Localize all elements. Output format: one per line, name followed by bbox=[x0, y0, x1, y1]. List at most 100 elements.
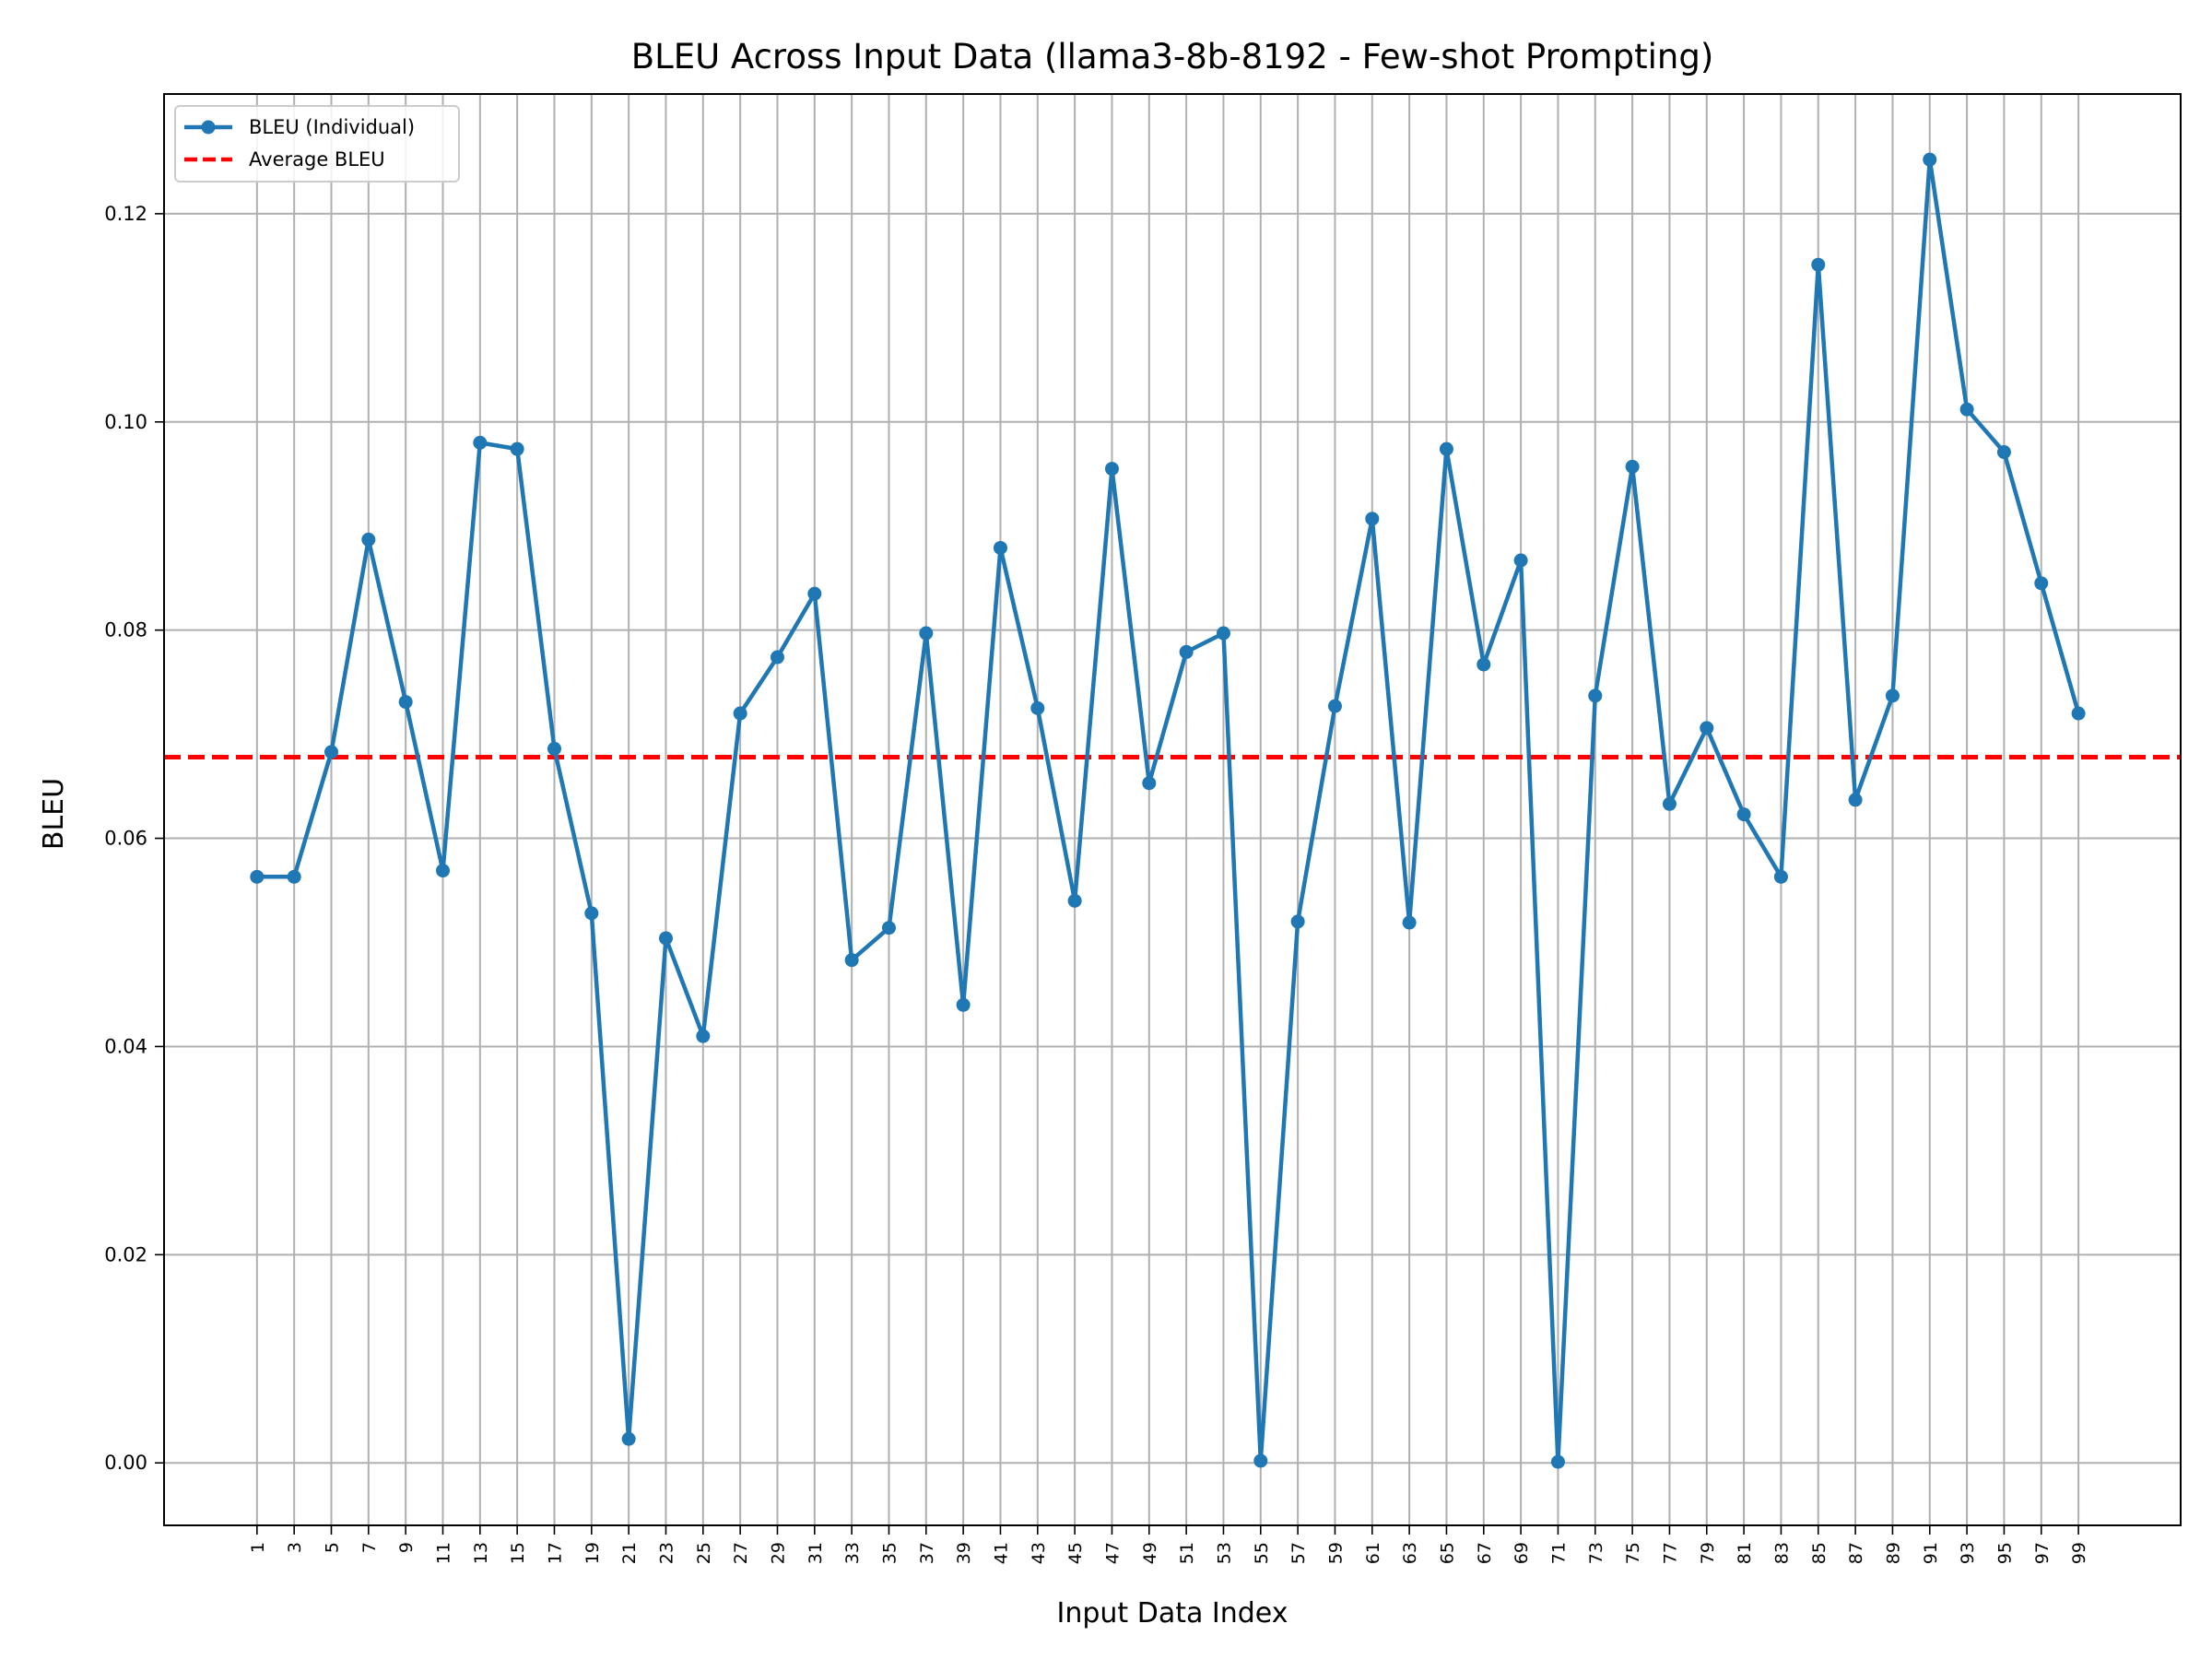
x-tick-label: 5 bbox=[322, 1542, 342, 1553]
x-tick-label: 65 bbox=[1437, 1542, 1457, 1564]
x-tick-label: 93 bbox=[1958, 1542, 1978, 1564]
x-tick-label: 85 bbox=[1809, 1542, 1830, 1564]
x-tick-label: 21 bbox=[619, 1542, 640, 1564]
y-tick-label: 0.00 bbox=[104, 1452, 147, 1474]
x-tick-label: 91 bbox=[1921, 1542, 1941, 1564]
bleu-data-point bbox=[770, 650, 784, 665]
bleu-data-point bbox=[733, 706, 747, 721]
x-tick-label: 75 bbox=[1623, 1542, 1643, 1564]
bleu-data-point bbox=[881, 921, 896, 935]
bleu-data-point bbox=[1477, 657, 1491, 672]
x-tick-label: 77 bbox=[1660, 1542, 1680, 1564]
bleu-data-point bbox=[324, 745, 338, 759]
bleu-data-point bbox=[1179, 644, 1194, 659]
bleu-data-point bbox=[1327, 699, 1342, 713]
x-tick-label: 43 bbox=[1029, 1542, 1049, 1564]
x-tick-label: 63 bbox=[1400, 1542, 1420, 1564]
x-tick-label: 61 bbox=[1363, 1542, 1383, 1564]
x-tick-label: 39 bbox=[954, 1542, 974, 1564]
x-tick-label: 59 bbox=[1325, 1542, 1346, 1564]
y-axis-label: BLEU bbox=[38, 778, 70, 850]
bleu-data-point bbox=[2034, 576, 2049, 591]
bleu-data-point bbox=[473, 435, 488, 450]
x-tick-label: 87 bbox=[1846, 1542, 1866, 1564]
bleu-data-point bbox=[844, 953, 859, 968]
axes: 1 3 5 7 9 11 13 15 17 19 21 23 25 27 29 31 33 35 37 39 41 43 4… bbox=[104, 203, 2089, 1564]
x-tick-label: 55 bbox=[1252, 1542, 1272, 1564]
bleu-data-point bbox=[621, 1431, 636, 1446]
bleu-data-point bbox=[287, 869, 301, 884]
bleu-data-point bbox=[1216, 626, 1230, 641]
x-tick-label: 69 bbox=[1512, 1542, 1532, 1564]
x-tick-label: 3 bbox=[285, 1542, 305, 1553]
y-tick-label: 0.08 bbox=[104, 619, 147, 641]
x-tick-label: 25 bbox=[694, 1542, 714, 1564]
bleu-data-point bbox=[1439, 441, 1453, 456]
bleu-data-point bbox=[584, 906, 599, 921]
x-tick-label: 83 bbox=[1771, 1542, 1792, 1564]
bleu-data-point bbox=[1811, 257, 1826, 272]
x-tick-label: 7 bbox=[359, 1542, 380, 1553]
x-axis-label: Input Data Index bbox=[1057, 1597, 1288, 1630]
x-tick-label: 45 bbox=[1065, 1542, 1086, 1564]
x-tick-label: 53 bbox=[1214, 1542, 1234, 1564]
bleu-data-point bbox=[1588, 688, 1603, 703]
x-tick-label: 89 bbox=[1883, 1542, 1903, 1564]
bleu-data-point bbox=[1290, 914, 1305, 929]
bleu-data-point bbox=[1885, 688, 1900, 703]
grid bbox=[164, 94, 2181, 1525]
bleu-data-point bbox=[1550, 1454, 1565, 1469]
x-tick-label: 37 bbox=[917, 1542, 937, 1564]
x-tick-label: 1 bbox=[248, 1542, 268, 1553]
bleu-data-point bbox=[658, 931, 673, 946]
bleu-data-point bbox=[398, 695, 413, 710]
bleu-data-point bbox=[435, 864, 450, 878]
bleu-data-point bbox=[250, 869, 265, 884]
x-tick-label: 41 bbox=[991, 1542, 1011, 1564]
bleu-data-point bbox=[1142, 776, 1157, 791]
bleu-data-point bbox=[1923, 152, 1937, 167]
chart-title: BLEU Across Input Data (llama3-8b-8192 -… bbox=[631, 37, 1714, 76]
plot-area-frame bbox=[163, 93, 2182, 1526]
bleu-data-point bbox=[510, 441, 524, 456]
bleu-data-point bbox=[1848, 793, 1863, 807]
y-tick-label: 0.12 bbox=[104, 203, 147, 225]
x-tick-label: 35 bbox=[879, 1542, 900, 1564]
bleu-data-point bbox=[1773, 869, 1788, 884]
x-tick-label: 15 bbox=[508, 1542, 528, 1564]
x-tick-label: 33 bbox=[842, 1542, 863, 1564]
bleu-data-point bbox=[2071, 706, 2086, 721]
legend-series-label: BLEU (Individual) bbox=[249, 116, 415, 138]
x-tick-label: 23 bbox=[656, 1542, 677, 1564]
bleu-data-point bbox=[1402, 915, 1417, 930]
bleu-data-point bbox=[1625, 459, 1640, 474]
x-tick-label: 29 bbox=[768, 1542, 788, 1564]
bleu-series-line bbox=[254, 157, 2081, 1465]
bleu-data-point bbox=[547, 741, 561, 756]
legend-average-label: Average BLEU bbox=[249, 148, 385, 171]
bleu-data-point bbox=[1959, 402, 1974, 417]
bleu-data-point bbox=[1365, 512, 1380, 526]
bleu-data-point bbox=[919, 626, 934, 641]
x-tick-label: 99 bbox=[2069, 1542, 2089, 1564]
series-layer bbox=[250, 152, 2086, 1469]
bleu-data-point bbox=[993, 540, 1007, 555]
y-tick-label: 0.10 bbox=[104, 411, 147, 433]
x-tick-label: 79 bbox=[1698, 1542, 1718, 1564]
y-tick-label: 0.06 bbox=[104, 828, 147, 850]
y-tick-label: 0.04 bbox=[104, 1035, 147, 1057]
bleu-data-point bbox=[1736, 807, 1751, 822]
x-tick-label: 31 bbox=[806, 1542, 826, 1564]
x-tick-label: 17 bbox=[545, 1542, 565, 1564]
bleu-data-point bbox=[1662, 796, 1677, 811]
x-tick-label: 13 bbox=[471, 1542, 491, 1564]
bleu-data-point bbox=[956, 997, 971, 1012]
x-tick-label: 67 bbox=[1475, 1542, 1495, 1564]
x-tick-label: 49 bbox=[1140, 1542, 1160, 1564]
x-tick-label: 95 bbox=[1994, 1542, 2015, 1564]
x-tick-label: 73 bbox=[1586, 1542, 1606, 1564]
bleu-data-point bbox=[1030, 700, 1045, 715]
bleu-data-point bbox=[1700, 721, 1714, 735]
